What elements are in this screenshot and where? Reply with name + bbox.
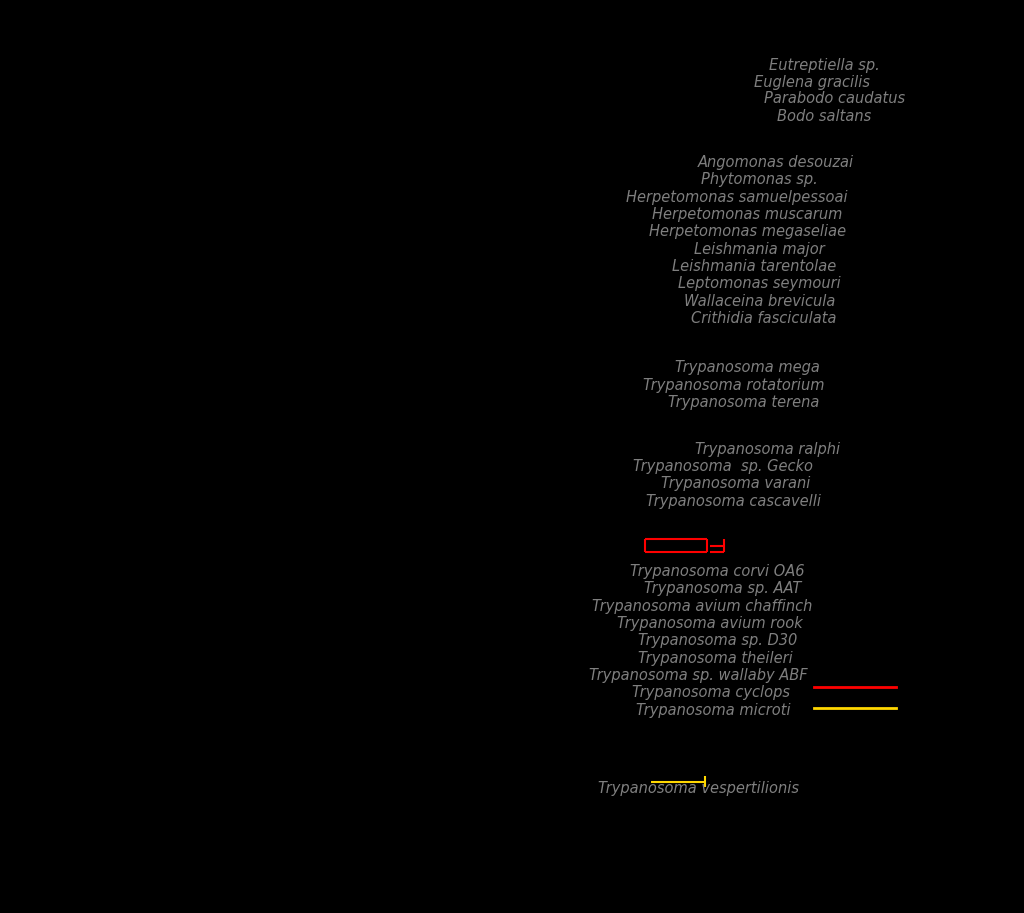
- Text: Eutreptiella sp.: Eutreptiella sp.: [769, 58, 880, 73]
- Text: Bodo saltans: Bodo saltans: [777, 110, 871, 124]
- Text: Trypanosoma vespertilionis: Trypanosoma vespertilionis: [598, 782, 799, 796]
- Text: Trypanosoma ralphi: Trypanosoma ralphi: [695, 442, 841, 456]
- Text: Herpetomonas megaseliae: Herpetomonas megaseliae: [649, 225, 846, 239]
- Text: Leishmania major: Leishmania major: [694, 242, 825, 257]
- Text: Leishmania tarentolae: Leishmania tarentolae: [672, 259, 836, 274]
- Text: Angomonas desouzai: Angomonas desouzai: [698, 155, 854, 170]
- Text: Trypanosoma rotatorium: Trypanosoma rotatorium: [643, 378, 825, 393]
- Text: Trypanosoma theileri: Trypanosoma theileri: [638, 651, 794, 666]
- Text: Trypanosoma sp. AAT: Trypanosoma sp. AAT: [644, 582, 802, 596]
- Text: Trypanosoma  sp. Gecko: Trypanosoma sp. Gecko: [633, 459, 813, 474]
- Text: Trypanosoma avium chaffinch: Trypanosoma avium chaffinch: [592, 599, 813, 614]
- Text: Parabodo caudatus: Parabodo caudatus: [764, 91, 905, 106]
- Text: Trypanosoma cyclops: Trypanosoma cyclops: [632, 686, 790, 700]
- Text: Herpetomonas muscarum: Herpetomonas muscarum: [652, 207, 843, 222]
- Text: Phytomonas sp.: Phytomonas sp.: [701, 173, 818, 187]
- Text: Trypanosoma mega: Trypanosoma mega: [675, 361, 820, 375]
- Text: Trypanosoma terena: Trypanosoma terena: [668, 395, 819, 410]
- Text: Crithidia fasciculata: Crithidia fasciculata: [691, 311, 837, 326]
- Text: Euglena gracilis: Euglena gracilis: [754, 75, 870, 89]
- Text: Trypanosoma varani: Trypanosoma varani: [660, 477, 810, 491]
- Text: Herpetomonas samuelpessoai: Herpetomonas samuelpessoai: [627, 190, 848, 205]
- Text: Trypanosoma avium rook: Trypanosoma avium rook: [616, 616, 803, 631]
- Text: Wallaceina brevicula: Wallaceina brevicula: [684, 294, 836, 309]
- Text: Leptomonas seymouri: Leptomonas seymouri: [679, 277, 841, 291]
- Text: Trypanosoma microti: Trypanosoma microti: [636, 703, 792, 718]
- Text: Trypanosoma sp. wallaby ABF: Trypanosoma sp. wallaby ABF: [589, 668, 808, 683]
- Text: Trypanosoma corvi OA6: Trypanosoma corvi OA6: [630, 564, 804, 579]
- Text: Trypanosoma cascavelli: Trypanosoma cascavelli: [646, 494, 820, 509]
- Text: Trypanosoma sp. D30: Trypanosoma sp. D30: [638, 634, 798, 648]
